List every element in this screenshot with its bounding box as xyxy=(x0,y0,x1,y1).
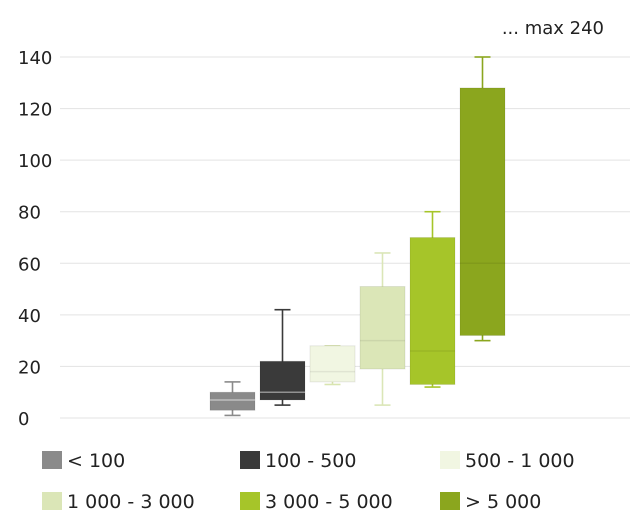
legend-swatch xyxy=(240,451,260,469)
box-iqr xyxy=(409,237,456,385)
legend-item-5: 3 000 - 5 000 xyxy=(240,491,393,513)
legend-item-2: 100 - 500 xyxy=(240,450,356,472)
legend-label: > 5 000 xyxy=(465,491,541,513)
box-1 xyxy=(209,381,256,417)
box-iqr xyxy=(309,345,356,383)
y-tick-label: 20 xyxy=(18,357,41,378)
legend-item-6: > 5 000 xyxy=(440,491,541,513)
box-iqr xyxy=(209,391,256,411)
y-axis: 0 20 40 60 80 100 120 140 xyxy=(18,48,52,430)
legend-item-3: 500 - 1 000 xyxy=(440,450,575,472)
legend-swatch xyxy=(440,451,460,469)
boxes xyxy=(209,56,506,417)
box-3 xyxy=(309,344,356,386)
y-tick-label: 100 xyxy=(18,151,52,172)
max-annotation: ... max 240 xyxy=(502,18,604,39)
legend-label: 3 000 - 5 000 xyxy=(265,491,393,513)
box-4 xyxy=(359,252,406,406)
box-5 xyxy=(409,210,456,388)
box-iqr xyxy=(259,360,306,401)
y-tick-label: 120 xyxy=(18,100,52,121)
y-tick-label: 140 xyxy=(18,48,52,69)
box-iqr xyxy=(459,87,506,336)
legend: < 100 100 - 500 500 - 1 000 1 000 - 3 000 3 … xyxy=(42,450,575,513)
legend-swatch xyxy=(42,451,62,469)
legend-swatch xyxy=(240,492,260,510)
y-tick-label: 0 xyxy=(18,409,29,430)
legend-swatch xyxy=(440,492,460,510)
gridlines xyxy=(60,56,630,419)
legend-label: 500 - 1 000 xyxy=(465,450,575,472)
y-tick-label: 60 xyxy=(18,254,41,275)
legend-swatch xyxy=(42,492,62,510)
legend-item-1: < 100 xyxy=(42,450,125,472)
legend-item-4: 1 000 - 3 000 xyxy=(42,491,195,513)
legend-label: 100 - 500 xyxy=(265,450,356,472)
box-iqr xyxy=(359,285,406,370)
legend-label: < 100 xyxy=(67,450,125,472)
box-6 xyxy=(459,56,506,342)
box-2 xyxy=(259,308,306,406)
y-tick-label: 40 xyxy=(18,306,41,327)
legend-label: 1 000 - 3 000 xyxy=(67,491,195,513)
y-tick-label: 80 xyxy=(18,203,41,224)
